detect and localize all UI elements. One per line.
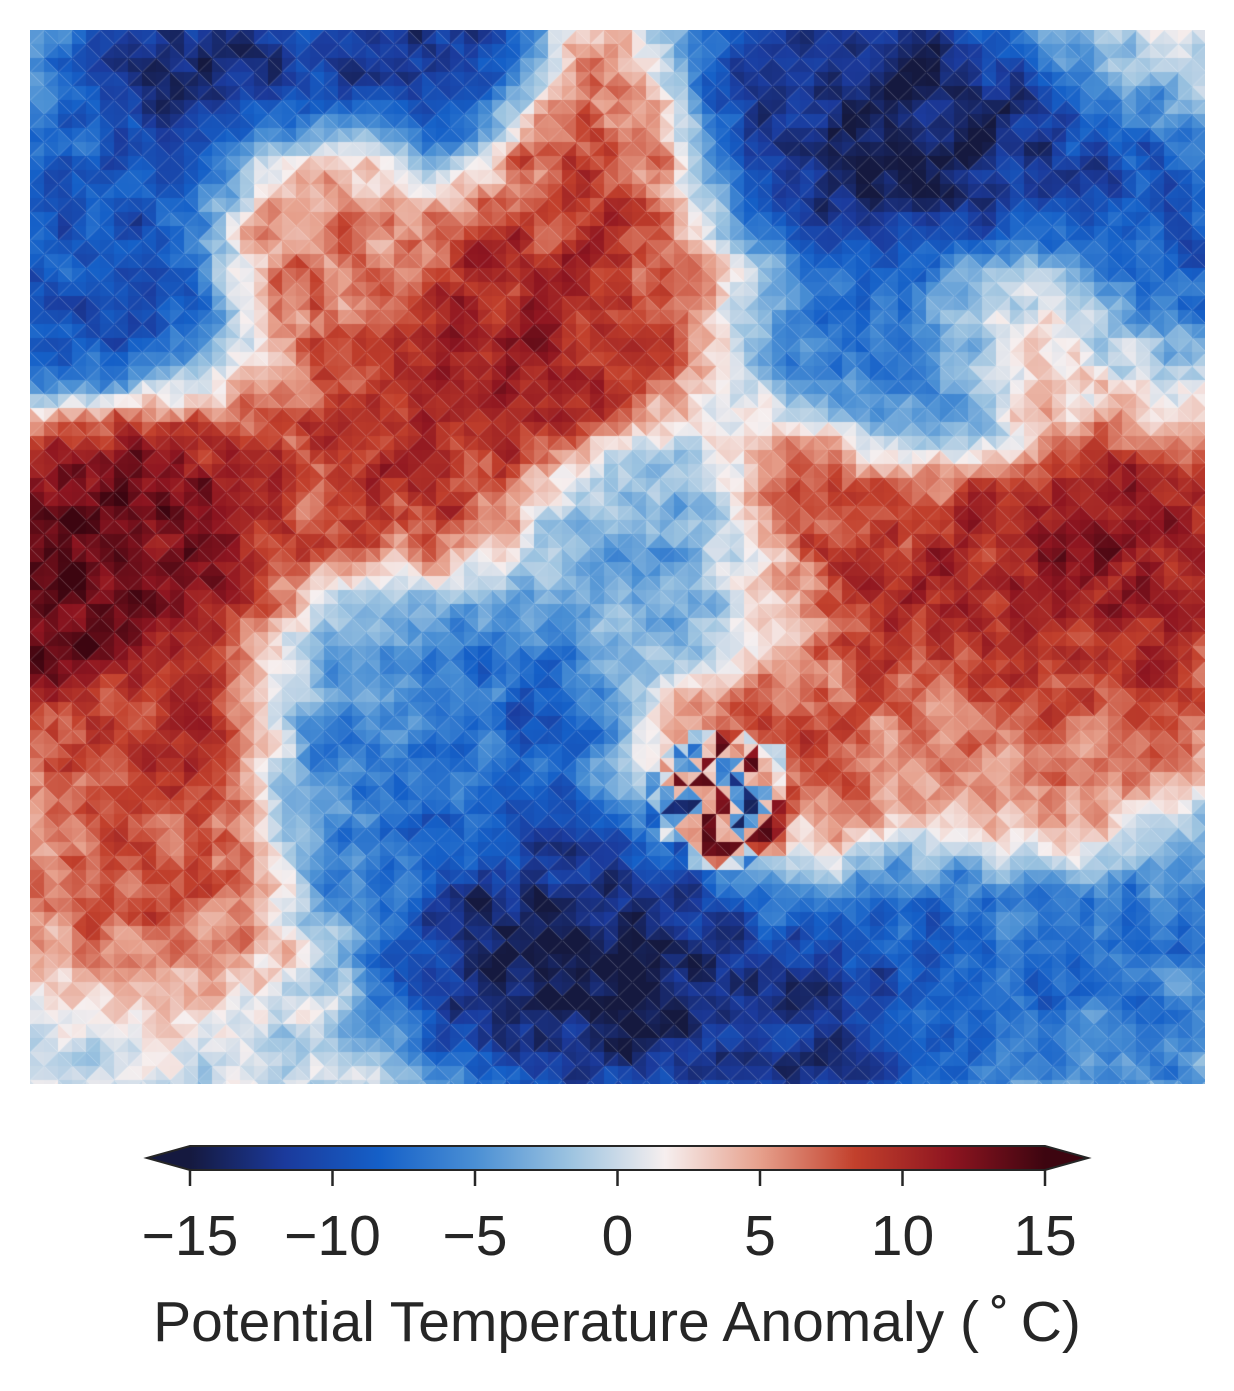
colorbar-tick-label: −10 [284,1204,381,1268]
colorbar-gradient [190,1146,1045,1170]
temperature-anomaly-field [30,30,1205,1084]
colorbar-label: Potential Temperature Anomaly ( ˚ C) [153,1290,1081,1354]
colorbar-tick-label: 5 [744,1204,776,1268]
colorbar-ticks [188,1170,1047,1186]
colorbar-extend-min-arrow [147,1146,190,1170]
colorbar [143,1145,1092,1186]
colorbar-tick-label: 10 [870,1204,935,1268]
colorbar-tick-label: −5 [442,1204,508,1268]
colorbar-tick-label: −15 [141,1204,239,1268]
colorbar-tick-label: 0 [601,1204,634,1268]
colorbar-extend-max-arrow [1045,1146,1088,1170]
colorbar-tick-label: 15 [1013,1204,1077,1268]
heatmap-canvas [30,30,1205,1084]
